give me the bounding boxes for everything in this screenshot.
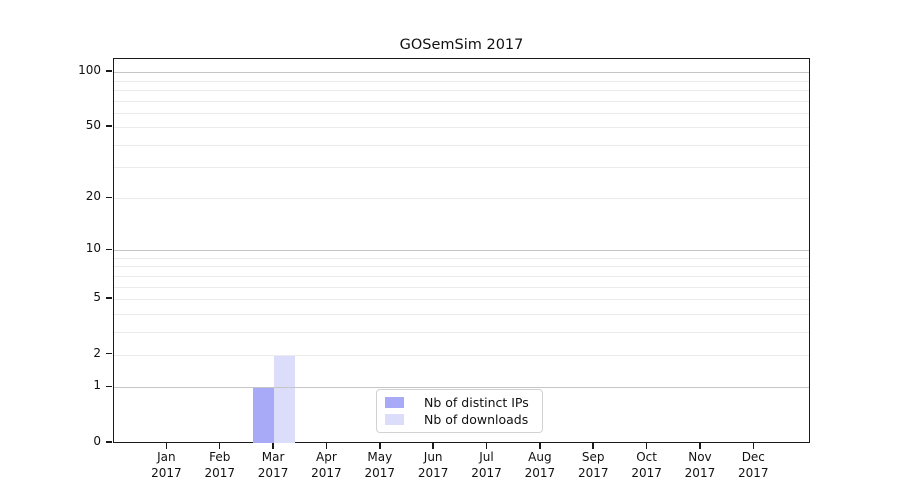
- y-tick-label: 5: [93, 290, 101, 305]
- y-tick-mark: [106, 196, 112, 199]
- x-tick-label: Sep 2017: [561, 449, 625, 481]
- x-tick-year: 2017: [524, 466, 556, 480]
- y-tick-mark: [106, 125, 112, 127]
- major-gridline: [114, 387, 809, 389]
- y-tick-mark: [106, 385, 112, 388]
- legend: Nb of distinct IPs Nb of downloads: [376, 389, 543, 433]
- x-tick-year: 2017: [684, 466, 716, 480]
- y-tick-mark: [106, 352, 112, 355]
- x-tick-label: Aug 2017: [508, 449, 572, 481]
- x-tick-year: 2017: [577, 466, 609, 480]
- x-tick-month: Sep: [581, 450, 605, 464]
- x-tick-label: Mar 2017: [241, 449, 305, 481]
- y-tick-label: 50: [85, 118, 101, 133]
- x-tick-month: Mar: [261, 450, 285, 464]
- chart-title: GOSemSim 2017: [399, 37, 524, 53]
- x-tick-mark: [325, 443, 328, 449]
- x-tick-month: Jan: [157, 450, 176, 464]
- plot-area: [113, 58, 810, 443]
- minor-gridline: [114, 80, 809, 82]
- x-tick-mark: [645, 443, 648, 449]
- x-tick-year: 2017: [151, 466, 182, 480]
- x-tick-month: Jun: [423, 450, 443, 464]
- minor-gridline: [114, 100, 809, 102]
- y-tick-mark: [106, 297, 112, 299]
- x-tick-label: Jul 2017: [455, 449, 519, 481]
- x-tick-label: May 2017: [348, 449, 412, 481]
- x-tick-year: 2017: [738, 466, 769, 480]
- x-tick-label: Dec 2017: [721, 449, 785, 481]
- y-tick-mark: [106, 70, 112, 72]
- minor-gridline: [114, 167, 809, 169]
- x-tick-mark: [752, 443, 755, 449]
- legend-entry: Nb of distinct IPs: [385, 395, 534, 410]
- minor-gridline: [114, 286, 809, 288]
- x-tick-mark: [218, 443, 221, 449]
- minor-gridline: [114, 144, 809, 146]
- downloads-swatch: [385, 414, 404, 425]
- minor-gridline: [114, 127, 809, 129]
- distinct-ips-swatch: [385, 397, 404, 408]
- minor-gridline: [114, 299, 809, 301]
- x-tick-label: Jun 2017: [401, 449, 465, 481]
- x-tick-year: 2017: [204, 466, 235, 480]
- major-gridline: [114, 250, 809, 252]
- x-tick-month: Jul: [479, 450, 494, 464]
- y-tick-label: 10: [85, 241, 101, 256]
- x-tick-label: Feb 2017: [188, 449, 252, 481]
- x-tick-label: Apr 2017: [294, 449, 358, 481]
- x-tick-label: Oct 2017: [615, 449, 679, 481]
- x-tick-label: Nov 2017: [668, 449, 732, 481]
- y-tick-label: 100: [78, 63, 101, 78]
- x-tick-year: 2017: [471, 466, 502, 480]
- minor-gridline: [114, 258, 809, 259]
- y-tick-label: 2: [93, 345, 101, 360]
- minor-gridline: [114, 354, 809, 356]
- x-tick-month: Feb: [209, 450, 231, 464]
- x-tick-month: May: [367, 450, 393, 464]
- x-tick-mark: [485, 443, 488, 449]
- major-gridline: [114, 72, 809, 74]
- minor-gridline: [114, 198, 809, 200]
- x-tick-mark: [592, 443, 594, 449]
- x-tick-year: 2017: [417, 466, 449, 480]
- x-tick-month: Oct: [636, 450, 657, 464]
- minor-gridline: [114, 266, 809, 268]
- x-tick-mark: [272, 443, 274, 449]
- x-tick-label: Jan 2017: [134, 449, 198, 481]
- legend-entry: Nb of downloads: [385, 412, 534, 427]
- x-tick-mark: [539, 443, 541, 449]
- minor-gridline: [114, 313, 809, 315]
- x-tick-year: 2017: [257, 466, 289, 480]
- legend-entry-label: Nb of distinct IPs: [424, 395, 529, 410]
- minor-gridline: [114, 112, 809, 114]
- x-tick-month: Nov: [688, 450, 712, 464]
- minor-gridline: [114, 89, 809, 91]
- x-tick-month: Apr: [316, 450, 337, 464]
- y-tick-mark: [106, 248, 112, 251]
- y-tick-label: 20: [85, 189, 101, 204]
- x-tick-year: 2017: [311, 466, 342, 480]
- y-tick-label: 0: [93, 434, 101, 448]
- legend-entry-label: Nb of downloads: [424, 412, 529, 427]
- y-tick-mark: [106, 441, 112, 443]
- y-tick-label: 1: [93, 378, 101, 393]
- bar-distinct-ips: [252, 387, 275, 443]
- x-tick-year: 2017: [364, 466, 396, 480]
- x-tick-month: Dec: [741, 450, 765, 464]
- minor-gridline: [114, 275, 809, 277]
- minor-gridline: [114, 331, 809, 333]
- bar-downloads: [274, 354, 296, 443]
- x-tick-mark: [432, 443, 434, 449]
- x-tick-year: 2017: [631, 466, 662, 480]
- x-tick-mark: [165, 443, 168, 449]
- x-tick-mark: [379, 443, 381, 449]
- x-tick-month: Aug: [528, 450, 552, 464]
- x-tick-mark: [699, 443, 701, 449]
